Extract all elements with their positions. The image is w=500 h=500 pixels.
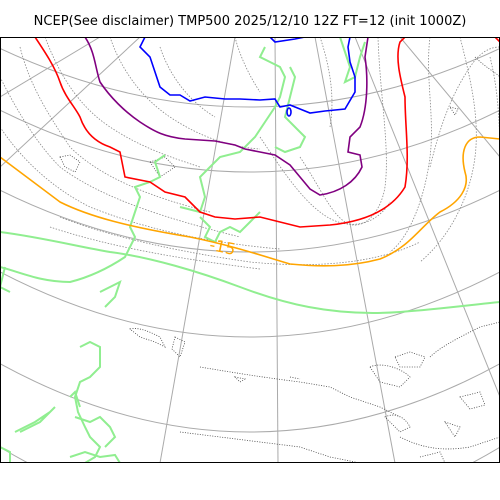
meridian-line	[354, 37, 500, 398]
isotherm-line	[109, 37, 261, 150]
coastline	[369, 364, 411, 388]
latitude-circle	[0, 109, 500, 173]
isotherm-red	[34, 37, 409, 228]
coastline	[399, 436, 500, 450]
coastline	[394, 351, 426, 368]
coastline	[449, 106, 459, 116]
coastline	[459, 391, 486, 410]
isotherm-lightgreen	[69, 450, 121, 463]
isotherm-line	[59, 216, 421, 265]
isotherm-line	[259, 136, 391, 225]
coastline	[199, 366, 401, 418]
coastline	[149, 156, 176, 178]
isotherm-lightgreen	[69, 390, 81, 408]
meridian-line	[159, 37, 236, 463]
isotherm-line	[319, 37, 333, 128]
contour-label: -15	[208, 235, 238, 259]
green-isotherms	[0, 37, 500, 463]
isotherm-orange	[0, 136, 500, 267]
isotherm-lightgreen	[274, 66, 307, 154]
isotherm-lightgreen	[199, 211, 261, 244]
coastline	[474, 56, 500, 78]
latitude-circle	[0, 47, 500, 108]
isotherm-lightgreen	[14, 406, 56, 433]
isotherm-lightgreen	[0, 266, 11, 293]
map-title: NCEP(See disclaimer) TMP500 2025/12/10 1…	[33, 14, 467, 29]
isotherm-lightgreen	[339, 37, 366, 84]
isotherm-lightgreen	[73, 340, 102, 463]
isotherm-lightgreen	[179, 46, 287, 214]
coastline	[444, 421, 461, 438]
isotherm-line	[0, 126, 281, 250]
coastline	[384, 414, 411, 433]
coastline	[171, 336, 186, 358]
minor-isotherms	[0, 37, 500, 270]
isotherm-purple	[84, 37, 369, 196]
isotherm-line	[19, 46, 211, 213]
isotherm-lightgreen	[0, 154, 166, 284]
coastline	[419, 451, 446, 463]
coastline	[233, 376, 247, 383]
temperature-map: -15	[0, 37, 500, 463]
coastline	[179, 431, 361, 463]
coastline	[429, 321, 500, 358]
isotherm-line	[0, 76, 241, 238]
isotherm-lightgreen	[74, 415, 117, 448]
meridian-line	[314, 37, 396, 463]
isotherm-line	[159, 46, 216, 118]
isotherm-lightgreen	[0, 446, 11, 463]
isotherm-line	[429, 46, 500, 168]
latitude-circle	[0, 363, 500, 433]
isotherm-line	[389, 37, 432, 253]
isotherm-line	[299, 37, 387, 226]
coastline	[129, 328, 166, 348]
coastline	[289, 376, 301, 380]
coastline	[59, 154, 81, 173]
isotherm-blue	[139, 37, 356, 114]
coastlines	[59, 56, 500, 463]
isotherm-lightgreen	[99, 280, 122, 308]
isotherm-lightgreen	[0, 231, 500, 314]
isotherm-line	[234, 37, 261, 93]
isotherm-line	[489, 56, 500, 178]
isotherm-blue-closed	[286, 107, 292, 117]
map-frame: -15	[0, 37, 500, 463]
meridian-line	[0, 37, 101, 98]
latitude-circle	[0, 271, 500, 338]
